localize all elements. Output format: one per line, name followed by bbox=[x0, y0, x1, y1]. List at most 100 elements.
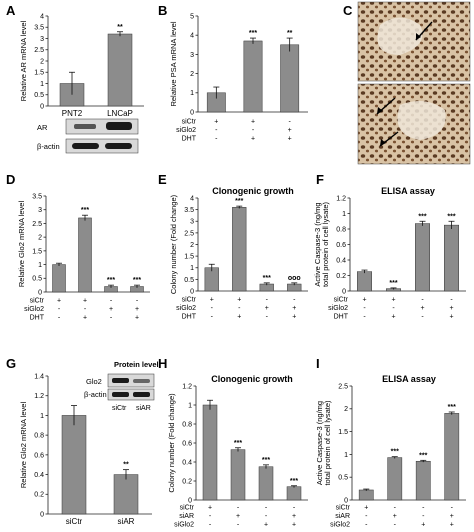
condition-mark-e: + bbox=[237, 314, 241, 321]
condition-mark-b: + bbox=[288, 136, 292, 143]
blot-a-label-actin: β-actin bbox=[37, 142, 60, 151]
condition-mark-i: - bbox=[451, 505, 454, 512]
western-blot-g: Protein level Glo2 β-actin siCtr siAR bbox=[84, 360, 159, 412]
y-axis-label-i: total protein of cell lysate) bbox=[323, 400, 332, 486]
condition-mark-f: - bbox=[421, 297, 424, 304]
y-tick-label-g: 0 bbox=[40, 511, 44, 518]
blot-g-lane-label: siAR bbox=[136, 405, 151, 412]
y-tick-label-a: 1.5 bbox=[34, 70, 44, 77]
condition-label-i: siGlo2 bbox=[330, 522, 350, 529]
y-axis-label-g: Relative Glo2 mRNA level bbox=[19, 402, 28, 489]
blot-a-band-ar-lane1 bbox=[74, 124, 96, 129]
condition-label-f: siGlo2 bbox=[328, 305, 348, 312]
condition-mark-f: + bbox=[391, 314, 395, 321]
significance-marker-b: *** bbox=[249, 30, 257, 37]
condition-mark-e: - bbox=[266, 314, 269, 321]
y-tick-label-g: 1 bbox=[40, 413, 44, 420]
condition-mark-f: + bbox=[362, 297, 366, 304]
blot-g-band-actin-lane1 bbox=[112, 392, 129, 397]
condition-mark-i: + bbox=[450, 513, 454, 520]
y-axis-label-f: total protein of cell lysate) bbox=[321, 201, 330, 287]
condition-mark-f: + bbox=[420, 305, 424, 312]
y-tick-label-h: 0 bbox=[188, 497, 192, 504]
significance-marker-h: *** bbox=[290, 478, 298, 485]
panel-letter-h: H bbox=[158, 356, 167, 371]
bar-h bbox=[258, 466, 274, 501]
significance-marker-d: *** bbox=[81, 207, 89, 214]
significance-marker-e: *** bbox=[235, 198, 243, 205]
condition-mark-f: - bbox=[421, 314, 424, 321]
y-tick-label-b: 2 bbox=[190, 71, 194, 78]
condition-label-f: siCtr bbox=[334, 297, 349, 304]
blot-g-label-actin: β-actin bbox=[84, 390, 107, 399]
bar-b bbox=[280, 44, 300, 113]
y-tick-label-f: 1.2 bbox=[336, 195, 346, 202]
blot-a-band-row-actin bbox=[65, 138, 139, 154]
condition-mark-d: + bbox=[135, 315, 139, 322]
condition-mark-i: + bbox=[421, 522, 425, 529]
ihc-micrographs bbox=[357, 1, 471, 165]
condition-label-b: siCtr bbox=[182, 119, 197, 126]
significance-marker-i: *** bbox=[391, 449, 399, 456]
condition-mark-d: - bbox=[58, 315, 61, 322]
y-tick-label-i: 1 bbox=[344, 452, 348, 459]
y-axis-label-i: Active Caspase-3 (ng/mg bbox=[315, 401, 324, 485]
chart-title-i: ELISA assay bbox=[382, 374, 436, 384]
bar-i bbox=[415, 460, 431, 501]
bar-f bbox=[415, 223, 430, 292]
y-tick-label-g: 0.2 bbox=[34, 492, 44, 499]
condition-mark-h: - bbox=[293, 505, 296, 512]
condition-mark-f: - bbox=[363, 314, 366, 321]
y-tick-label-d: 3.5 bbox=[32, 193, 42, 200]
y-axis-label-f: Active Caspase-3 (ng/mg bbox=[313, 202, 322, 286]
condition-mark-e: + bbox=[292, 305, 296, 312]
western-blot-a: AR β-actin bbox=[37, 118, 139, 154]
y-tick-label-d: 1 bbox=[38, 262, 42, 269]
blot-g-band-row-actin bbox=[107, 388, 155, 401]
y-tick-label-f: 0.2 bbox=[336, 273, 346, 280]
significance-marker-e: ooo bbox=[288, 275, 301, 282]
significance-marker-d: *** bbox=[133, 277, 141, 284]
y-tick-label-b: 1 bbox=[190, 90, 194, 97]
condition-mark-e: - bbox=[211, 305, 214, 312]
condition-mark-i: - bbox=[422, 505, 425, 512]
condition-mark-e: + bbox=[292, 314, 296, 321]
y-tick-label-a: 2 bbox=[40, 58, 44, 65]
y-tick-label-d: 2 bbox=[38, 235, 42, 242]
condition-mark-b: + bbox=[251, 136, 255, 143]
category-label-a: PNT2 bbox=[62, 109, 83, 118]
condition-mark-i: - bbox=[365, 513, 368, 520]
y-tick-label-a: 2.5 bbox=[34, 47, 44, 54]
y-axis-label-h: Colony number (Fold change) bbox=[167, 393, 176, 493]
y-tick-label-h: 1 bbox=[188, 402, 192, 409]
condition-mark-d: + bbox=[57, 298, 61, 305]
condition-mark-f: - bbox=[450, 297, 453, 304]
blot-g-title: Protein level bbox=[114, 360, 159, 369]
blot-g-label-glo2: Glo2 bbox=[86, 377, 102, 386]
condition-mark-d: + bbox=[135, 306, 139, 313]
y-tick-label-g: 1.4 bbox=[34, 373, 44, 380]
condition-mark-d: - bbox=[58, 306, 61, 313]
condition-label-h: siGlo2 bbox=[174, 522, 194, 529]
condition-mark-d: - bbox=[84, 306, 87, 313]
condition-mark-i: - bbox=[365, 522, 368, 529]
bar-i bbox=[444, 413, 460, 501]
y-tick-label-a: 4 bbox=[40, 13, 44, 20]
y-tick-label-h: 0.2 bbox=[182, 478, 192, 485]
y-tick-label-g: 0.6 bbox=[34, 452, 44, 459]
condition-mark-b: - bbox=[215, 136, 218, 143]
condition-mark-h: + bbox=[292, 513, 296, 520]
chart-title-e: Clonogenic growth bbox=[212, 186, 294, 196]
y-tick-label-i: 2.5 bbox=[338, 383, 348, 390]
condition-mark-b: - bbox=[252, 127, 255, 134]
condition-mark-e: - bbox=[211, 314, 214, 321]
significance-marker-f: *** bbox=[447, 213, 455, 220]
condition-mark-f: + bbox=[391, 297, 395, 304]
category-label-a: LNCaP bbox=[107, 109, 133, 118]
condition-mark-b: - bbox=[215, 127, 218, 134]
condition-mark-f: + bbox=[449, 314, 453, 321]
panel-letter-c: C bbox=[343, 3, 353, 18]
y-axis-label-b: Relative PSA mRNA level bbox=[169, 21, 178, 106]
panel-letter-d: D bbox=[6, 172, 15, 187]
condition-mark-h: + bbox=[264, 522, 268, 529]
